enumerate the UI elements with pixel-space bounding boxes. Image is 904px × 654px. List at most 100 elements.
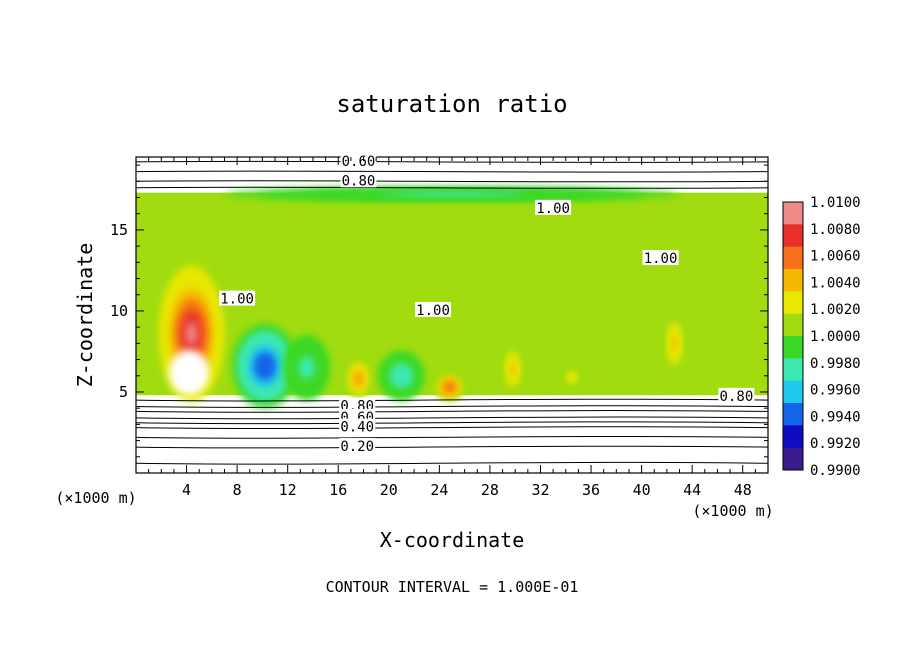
- warm-cell: [347, 359, 370, 399]
- colorbar-swatch: [783, 425, 803, 449]
- contour-lines: [136, 160, 768, 465]
- saturation-field: [136, 187, 768, 409]
- contour-line: [136, 445, 768, 449]
- colorbar-label: 0.9940: [810, 409, 861, 425]
- colorbar-frame: [782, 201, 804, 471]
- x-axis-ticks: 4 8 12 16 20 24 28 32 36 40 44 48: [148, 157, 756, 499]
- warm-cell: [505, 348, 521, 391]
- cold-plume-band: [259, 359, 271, 374]
- contour-label-bg: [340, 152, 377, 168]
- contour-interval-note: CONTOUR INTERVAL = 1.000E-01: [326, 578, 579, 596]
- x-axis-label: X-coordinate: [380, 528, 525, 552]
- contour-line: [136, 186, 768, 189]
- contour-label-bg: [339, 418, 376, 434]
- moist-top: [224, 187, 680, 201]
- contour-label: 0.80: [342, 173, 376, 189]
- over-range-core: [168, 349, 210, 396]
- contour-label-bg: [415, 301, 452, 317]
- warm-cell: [666, 317, 683, 370]
- contour-line: [136, 160, 768, 163]
- contour-labels: 0.600.801.001.001.001.000.800.600.400.20…: [219, 152, 755, 455]
- cold-plume-band: [302, 362, 311, 374]
- x-tick-label: 12: [279, 481, 297, 499]
- x-tick-label: 4: [182, 481, 191, 499]
- x-tick-label: 8: [233, 481, 242, 499]
- colorbar-swatch: [783, 202, 803, 225]
- contour-label: 1.00: [416, 303, 450, 319]
- colorbar-swatch: [783, 447, 803, 471]
- contour-line: [136, 405, 768, 408]
- chart-title: saturation ratio: [336, 90, 567, 118]
- colorbar-swatch: [783, 246, 803, 270]
- colorbar-label: 0.9960: [810, 383, 861, 399]
- contour-line: [136, 416, 768, 420]
- contour-label-bg: [642, 250, 679, 266]
- warm-cell-band: [570, 376, 574, 379]
- colorbar-label: 0.9920: [810, 436, 861, 452]
- contour-line: [136, 410, 768, 413]
- warm-cell: [564, 369, 580, 386]
- colorbar-swatch: [783, 403, 803, 426]
- warm-cell-band: [511, 365, 514, 373]
- warm-plume: [158, 265, 225, 402]
- moist-top-band: [414, 193, 490, 196]
- contour-label-bg: [535, 199, 572, 215]
- contour-label: 1.00: [536, 201, 570, 217]
- x-tick-label: 24: [430, 481, 448, 499]
- colorbar-swatch: [783, 269, 803, 292]
- x-tick-label: 28: [481, 481, 499, 499]
- cold-plume-band: [397, 371, 406, 380]
- colorbar-swatch: [783, 336, 803, 359]
- contour-line: [136, 170, 768, 173]
- cold-plume: [283, 335, 330, 401]
- contour-line: [136, 426, 768, 429]
- contour-label-bg: [219, 290, 256, 306]
- x-unit-right: (×1000 m): [692, 502, 773, 520]
- cold-plume: [378, 351, 425, 401]
- x-tick-label: 20: [380, 481, 398, 499]
- contour-label: 0.80: [720, 389, 754, 405]
- x-tick-label: 16: [329, 481, 347, 499]
- colorbar-label: 0.9980: [810, 356, 861, 372]
- x-tick-label: 32: [531, 481, 549, 499]
- colorbar-swatch: [783, 380, 803, 404]
- x-unit-left: (×1000 m): [55, 489, 136, 507]
- colorbar-swatch: [783, 291, 803, 315]
- y-tick-label: 5: [119, 383, 128, 401]
- colorbar-swatch: [783, 224, 803, 248]
- warm-cell-band: [673, 339, 676, 348]
- contour-label-bg: [339, 397, 376, 413]
- colorbar-label: 1.0060: [810, 249, 861, 265]
- cold-plume: [232, 323, 298, 409]
- colorbar-label: 1.0020: [810, 302, 861, 318]
- contour-line: [136, 180, 768, 183]
- contour-label: 0.40: [340, 420, 374, 436]
- colorbar-swatch: [783, 358, 803, 382]
- warm-cell-band: [356, 375, 361, 383]
- y-axis-label: Z-coordinate: [73, 243, 97, 388]
- colorbar-swatch: [783, 313, 803, 337]
- contour-line: [136, 461, 768, 465]
- plot-area: [136, 157, 768, 473]
- contour-label: 1.00: [220, 292, 254, 308]
- contour-label-bg: [340, 172, 377, 188]
- x-tick-label: 40: [633, 481, 651, 499]
- colorbar-label: 1.0080: [810, 222, 861, 238]
- contour-label: 0.60: [342, 154, 376, 170]
- colorbar-label: 1.0040: [810, 275, 861, 291]
- colorbar: 1.0100 1.0080 1.0060 1.0040 1.0020 1.0000 0.99…: [782, 195, 861, 479]
- contour-line: [136, 435, 768, 439]
- warm-plume-band: [186, 322, 198, 345]
- x-tick-label: 48: [734, 481, 752, 499]
- y-tick-label: 15: [110, 221, 128, 239]
- contour-label-bg: [339, 438, 376, 454]
- contour-line: [136, 398, 768, 402]
- x-tick-label: 36: [582, 481, 600, 499]
- colorbar-label: 0.9900: [810, 463, 861, 479]
- y-tick-label: 10: [110, 302, 128, 320]
- warm-cell-band: [447, 384, 452, 390]
- colorbar-label: 1.0100: [810, 195, 861, 211]
- contour-line: [136, 421, 768, 425]
- contour-label: 0.20: [340, 439, 374, 455]
